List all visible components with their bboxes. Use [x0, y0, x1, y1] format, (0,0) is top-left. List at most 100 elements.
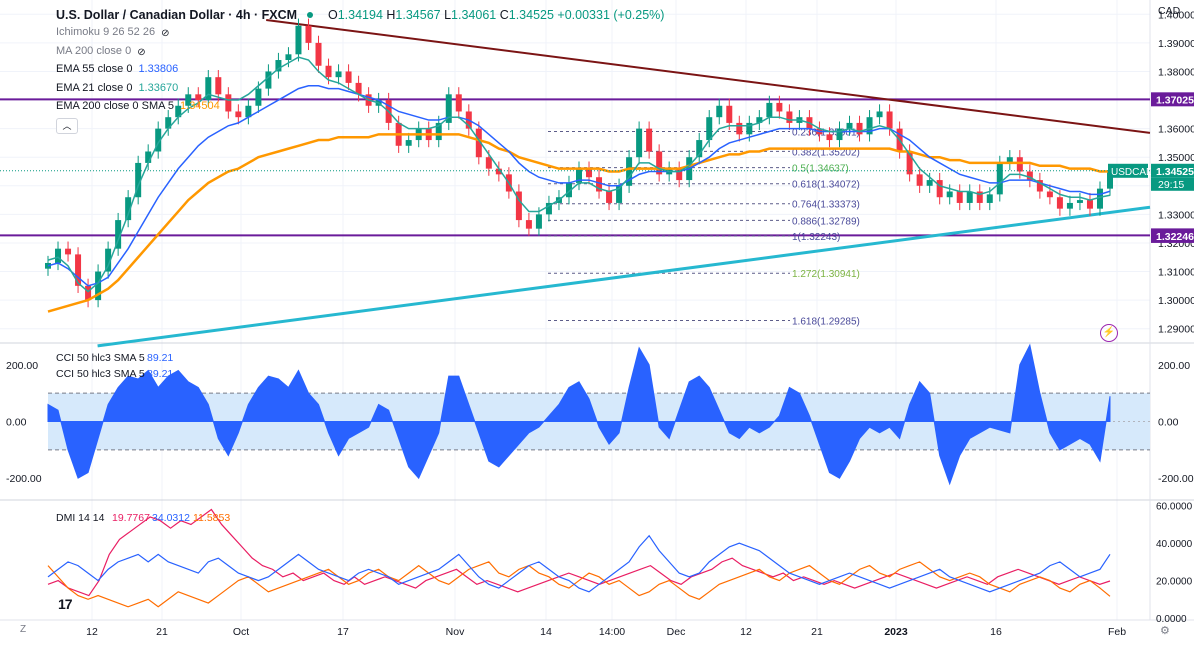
fib-level-label: 0.236(1.35901) — [792, 127, 860, 138]
candle-body — [115, 220, 122, 249]
gear-icon[interactable]: ⚙ — [1160, 625, 1170, 637]
candle-body — [565, 182, 572, 198]
candle-body — [946, 191, 953, 198]
candle-body — [626, 157, 633, 186]
candle-body — [255, 88, 262, 106]
candle-body — [996, 162, 1003, 195]
fib-level-label: 0.886(1.32789) — [792, 216, 860, 227]
symbol-tag-badge — [1108, 163, 1148, 178]
candle-body — [1107, 171, 1113, 189]
cci-legend-label: CCI 50 hlc3 SMA 5 — [56, 368, 145, 380]
candle-body — [586, 168, 593, 178]
fib-level-label: 0.764(1.33373) — [792, 200, 860, 211]
candle-body — [145, 151, 152, 163]
time-tick-label: 16 — [990, 626, 1002, 638]
collapse-legend-button[interactable]: ︿ — [56, 118, 78, 134]
candle-body — [706, 117, 713, 141]
price-tick-label: 1.30000 — [1158, 295, 1194, 307]
candle-body — [75, 254, 82, 286]
lightning-icon[interactable]: ⚡ — [1100, 324, 1118, 342]
candle-body — [986, 194, 993, 203]
countdown-label: 29:15 — [1158, 179, 1184, 191]
ohlc-readout: O1.34194 H1.34567 L1.34061 C1.34525 +0.0… — [328, 8, 664, 22]
dmi-series-di — [47, 561, 1111, 608]
ema200-line — [47, 133, 1111, 313]
candle-body — [786, 111, 793, 123]
candle-body — [636, 128, 643, 158]
downtrend-line — [266, 19, 1151, 134]
grid — [0, 0, 1150, 620]
dmi-legend-item: 34.0312 — [152, 512, 190, 524]
candle-body — [165, 117, 172, 129]
price-axis-badge — [1151, 92, 1194, 107]
cci-tick-right: 0.00 — [1158, 417, 1179, 429]
time-tick-label: Oct — [233, 626, 249, 638]
candle-body — [1016, 157, 1023, 172]
dmi-pane[interactable]: DMI 14 14 19.7767 34.0312 11.5853 — [47, 508, 1111, 608]
candle-body — [596, 177, 603, 192]
candle-body — [746, 122, 753, 135]
high-label: H — [386, 8, 396, 22]
candle-body — [135, 162, 142, 198]
candle-body — [335, 71, 342, 78]
candle-body — [696, 140, 703, 158]
candle-body — [886, 111, 893, 129]
low-value: 1.34061 — [451, 8, 497, 22]
price-tick-label: 1.35000 — [1158, 152, 1194, 164]
candle-body — [1056, 197, 1063, 209]
timezone-button[interactable]: Z — [20, 624, 27, 635]
fib-level-label: 1.618(1.29285) — [792, 317, 860, 328]
candle-body — [355, 82, 362, 95]
price-axis-badge — [1151, 228, 1194, 243]
price-tick-label: 1.38000 — [1158, 66, 1194, 78]
indicator-legend-row[interactable]: EMA 200 close 0 SMA 5 1.34504 — [56, 100, 220, 112]
cci-legend-value: 89.21 — [147, 368, 173, 380]
currency-label: CAD — [1158, 5, 1181, 17]
price-pane[interactable]: 0.236(1.35901) 0.382(1.35202) 0.5(1.34637)… — [0, 18, 1153, 348]
candle-body — [876, 111, 883, 118]
uptrend-line — [97, 205, 1151, 348]
cci-legend-label: CCI 50 hlc3 SMA 5 — [56, 352, 145, 364]
axes: 1.400001.390001.380001.370001.360001.350… — [6, 5, 1194, 638]
dmi-series-di — [47, 508, 1111, 597]
candle-body — [856, 122, 863, 135]
cci-tick-left: -200.00 — [6, 473, 42, 485]
candle-body — [545, 202, 552, 215]
indicator-legend-row[interactable]: Ichimoku 9 26 52 26 ⊘ — [56, 26, 173, 40]
indicator-value: 1.33806 — [138, 63, 179, 75]
hidden-eye-icon[interactable]: ⊘ — [137, 46, 146, 58]
candle-body — [485, 157, 492, 169]
candle-body — [275, 60, 282, 72]
symbol-tag-label: USDCAD — [1111, 167, 1153, 178]
candle-body — [1046, 191, 1053, 198]
candle-body — [305, 25, 312, 43]
candle-body — [215, 77, 222, 95]
candle-body — [916, 174, 923, 186]
open-label: O — [327, 8, 338, 22]
symbol-title[interactable]: U.S. Dollar / Canadian Dollar · 4h · FXC… — [56, 8, 298, 22]
candle-body — [155, 128, 162, 152]
fib-level-label: 1(1.32243) — [792, 232, 840, 243]
price-tick-label: 1.39000 — [1158, 38, 1194, 50]
time-tick-label: 12 — [740, 626, 752, 638]
time-tick-label: 2023 — [884, 626, 908, 638]
candle-body — [535, 214, 542, 229]
hidden-eye-icon[interactable]: ⊘ — [161, 28, 170, 40]
candle-body — [716, 105, 723, 118]
tradingview-logo[interactable]: 17 — [58, 596, 73, 612]
indicator-legend-row[interactable]: EMA 55 close 0 1.33806 — [56, 63, 178, 75]
fib-level-label: 0.618(1.34072) — [792, 180, 860, 191]
fib-level-label: 0.5(1.34637) — [792, 164, 849, 175]
candle-body — [826, 134, 833, 141]
candle-body — [1096, 188, 1103, 209]
ema21-line — [47, 56, 1111, 293]
time-tick-label: Nov — [446, 626, 465, 638]
price-tick-label: 1.31000 — [1158, 267, 1194, 279]
indicator-legend-row[interactable]: MA 200 close 0 ⊘ — [56, 45, 149, 58]
indicator-legend-row[interactable]: EMA 21 close 0 1.33670 — [56, 82, 178, 94]
high-value: 1.34567 — [395, 8, 441, 22]
time-tick-label: 14 — [540, 626, 552, 638]
candle-body — [405, 140, 412, 146]
